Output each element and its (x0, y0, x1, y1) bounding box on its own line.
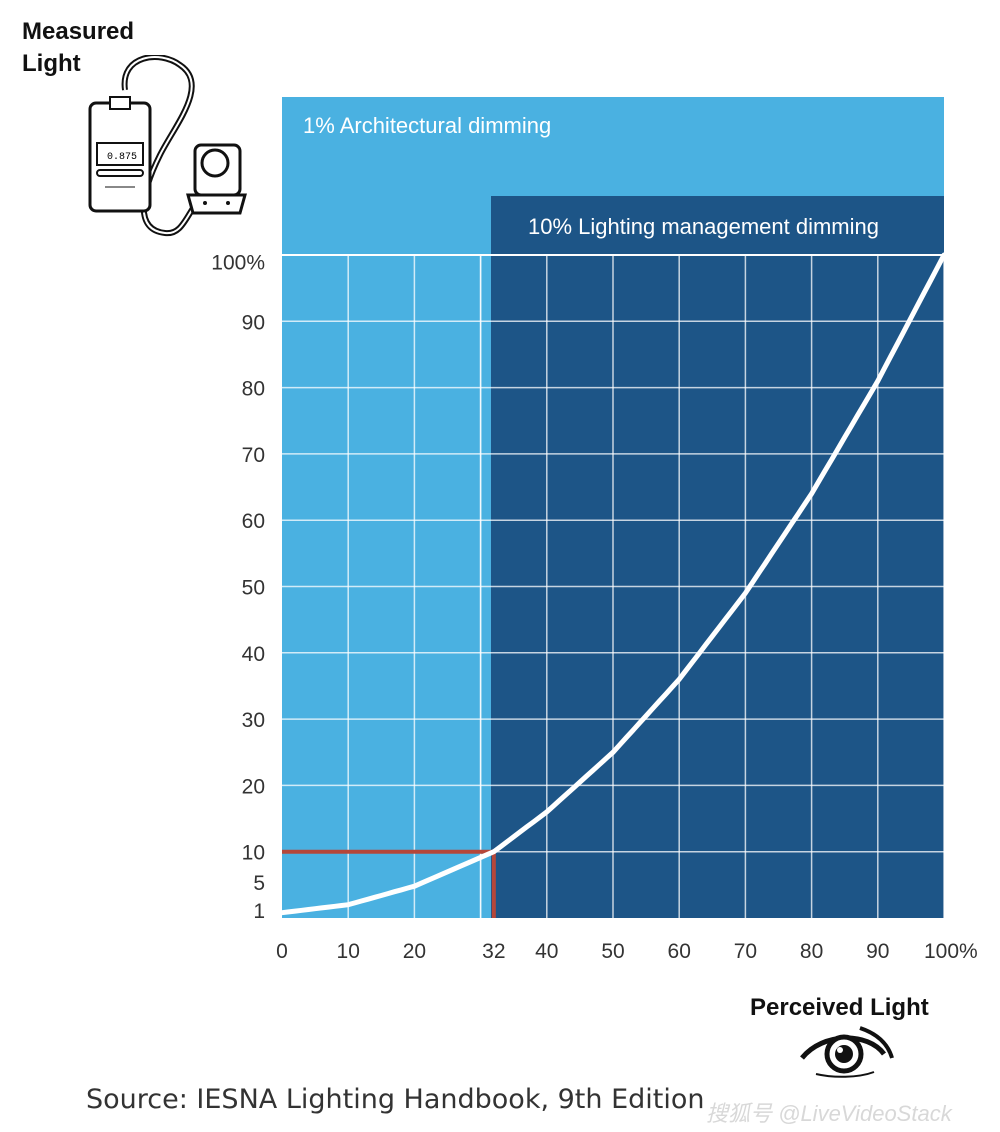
region-architectural-label: 1% Architectural dimming (303, 113, 551, 138)
x-tick-label: 60 (668, 940, 691, 963)
source-note: Source: IESNA Lighting Handbook, 9th Edi… (86, 1084, 705, 1115)
measured-line2: Light (22, 50, 81, 77)
x-tick-label: 40 (535, 940, 558, 963)
y-tick-label: 5 (253, 872, 265, 895)
x-axis-title: Perceived Light (750, 994, 929, 1021)
eye-icon (800, 1026, 894, 1078)
watermark: 搜狐号 @LiveVideoStack (706, 1101, 952, 1126)
y-tick-label: 40 (242, 643, 265, 666)
x-tick-label: 0 (276, 940, 288, 963)
y-tick-label: 100% (211, 252, 265, 275)
x-tick-label: 50 (601, 940, 624, 963)
y-tick-label: 30 (242, 709, 265, 732)
dimming-curve-chart: 1% Architectural dimming 10% Lighting ma… (211, 97, 978, 963)
region-lighting-management-label: 10% Lighting management dimming (528, 214, 879, 239)
meter-display: 0.875 (107, 152, 137, 163)
series-line (279, 252, 947, 916)
x-tick-label: 80 (800, 940, 823, 963)
y-tick-label: 90 (242, 311, 265, 334)
y-tick-label: 1 (253, 900, 265, 923)
y-axis-title: Measured Light (22, 16, 134, 80)
y-tick-label: 50 (242, 577, 265, 600)
x-tick-label: 20 (403, 940, 426, 963)
x-tick-label: 70 (734, 940, 757, 963)
y-tick-label: 20 (242, 775, 265, 798)
measured-line1: Measured (22, 18, 135, 45)
x-tick-label: 32 (482, 940, 505, 963)
x-tick-label: 100% (924, 940, 978, 963)
y-tick-label: 10 (242, 842, 265, 865)
y-tick-label: 70 (242, 444, 265, 467)
x-tick-label: 10 (337, 940, 360, 963)
light-meter-icon: 0.875 (88, 55, 247, 237)
y-tick-label: 80 (242, 378, 265, 401)
region-lighting-management (491, 196, 944, 918)
x-tick-label: 90 (866, 940, 889, 963)
y-tick-label: 60 (242, 510, 265, 533)
